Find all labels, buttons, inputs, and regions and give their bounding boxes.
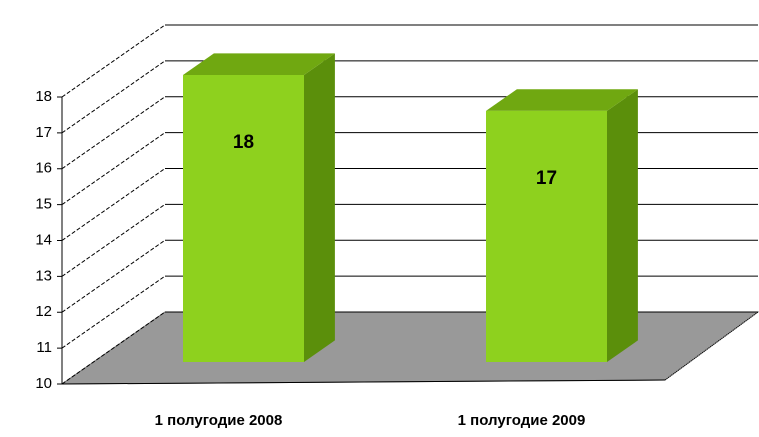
bar-top — [486, 89, 638, 111]
y-tick-label: 11 — [36, 339, 52, 356]
bar-side — [304, 53, 335, 363]
x-tick-label: 1 полугодие 2009 — [458, 412, 586, 429]
floor — [60, 311, 759, 385]
grid-line — [61, 203, 166, 277]
grid-line — [61, 275, 166, 349]
grid-line — [61, 132, 166, 206]
y-tick-label: 14 — [35, 231, 52, 248]
grid-line — [61, 239, 166, 313]
grid-line — [61, 168, 166, 241]
grid-line — [61, 311, 166, 385]
x-axis — [61, 379, 666, 385]
bar-side — [607, 89, 638, 363]
bar — [486, 110, 607, 362]
bar-top — [183, 53, 335, 75]
y-tick-label: 12 — [35, 303, 52, 320]
y-tick-label: 15 — [35, 196, 52, 213]
grid-line — [61, 96, 166, 170]
value-label: 17 — [536, 168, 557, 189]
bar — [183, 75, 304, 362]
value-label: 18 — [233, 132, 254, 153]
y-tick-label: 13 — [35, 267, 52, 284]
y-tick-label: 18 — [35, 88, 52, 105]
y-tick-label: 16 — [35, 160, 52, 177]
y-tick-label: 10 — [35, 375, 52, 392]
wall-border — [664, 311, 759, 381]
grid-line — [61, 60, 166, 134]
x-tick-label: 1 полугодие 2008 — [155, 412, 283, 429]
grid-line — [61, 24, 166, 98]
y-tick-label: 17 — [35, 124, 52, 141]
